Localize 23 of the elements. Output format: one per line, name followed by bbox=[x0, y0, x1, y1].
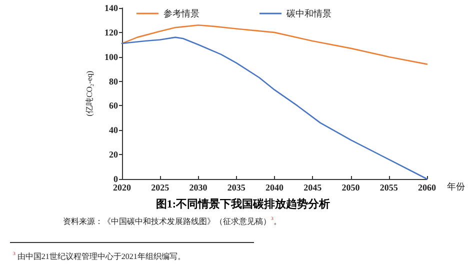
x-tick-label: 2045 bbox=[304, 182, 322, 192]
x-tick-label: 2050 bbox=[342, 182, 360, 192]
x-tick-label: 2030 bbox=[189, 182, 208, 192]
y-tick-label: 100 bbox=[104, 52, 118, 62]
y-tick-label: 20 bbox=[109, 150, 118, 160]
x-axis-title: 年份 bbox=[447, 182, 465, 192]
y-tick-label: 60 bbox=[109, 100, 118, 111]
x-tick-label: 2040 bbox=[266, 182, 284, 192]
x-tick-label: 2020 bbox=[113, 182, 132, 192]
y-tick-label: 0 bbox=[114, 174, 118, 184]
y-axis-title: (亿吨CO₂-eq) bbox=[85, 70, 94, 116]
legend-label: 参考情景 bbox=[164, 8, 200, 18]
text: 图1:不同情景下我国碳排放趋势分析 bbox=[156, 198, 330, 210]
y-tick-label: 40 bbox=[109, 125, 118, 136]
x-tick-label: 2055 bbox=[380, 182, 398, 192]
line-series bbox=[121, 24, 428, 65]
x-tick-label: 2060 bbox=[418, 182, 436, 192]
y-tick-label: 140 bbox=[104, 3, 118, 13]
x-tick-label: 2035 bbox=[227, 182, 246, 192]
legend-label: 碳中和情景 bbox=[286, 8, 332, 18]
y-tick-label: 120 bbox=[104, 27, 118, 38]
x-tick-label: 2025 bbox=[151, 182, 170, 192]
y-tick-label: 80 bbox=[109, 76, 118, 86]
